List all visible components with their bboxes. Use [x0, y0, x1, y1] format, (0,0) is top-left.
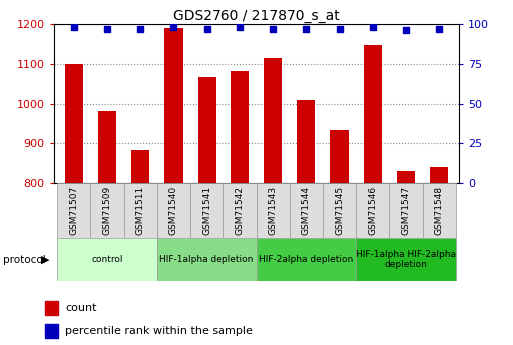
- Bar: [65, 64, 83, 183]
- Bar: [423, 183, 456, 238]
- Text: GSM71546: GSM71546: [368, 186, 377, 235]
- Point: [269, 26, 277, 32]
- Text: GSM71507: GSM71507: [69, 186, 78, 235]
- Text: GSM71543: GSM71543: [269, 186, 278, 235]
- Text: GSM71511: GSM71511: [136, 186, 145, 235]
- Bar: [131, 150, 149, 183]
- Text: GSM71509: GSM71509: [103, 186, 111, 235]
- Bar: [223, 183, 256, 238]
- Bar: [330, 130, 349, 183]
- Point: [169, 24, 177, 30]
- Bar: [157, 238, 256, 281]
- Text: percentile rank within the sample: percentile rank within the sample: [65, 326, 253, 336]
- Text: GSM71548: GSM71548: [435, 186, 444, 235]
- Bar: [397, 171, 415, 183]
- Bar: [45, 324, 57, 338]
- Bar: [297, 100, 315, 183]
- Bar: [157, 183, 190, 238]
- Text: protocol: protocol: [3, 255, 45, 265]
- Bar: [256, 238, 356, 281]
- Text: GSM71545: GSM71545: [335, 186, 344, 235]
- Bar: [356, 183, 389, 238]
- Bar: [57, 238, 157, 281]
- Text: HIF-1alpha HIF-2alpha
depletion: HIF-1alpha HIF-2alpha depletion: [356, 250, 456, 269]
- Text: HIF-2alpha depletion: HIF-2alpha depletion: [259, 255, 353, 264]
- Text: HIF-1alpha depletion: HIF-1alpha depletion: [160, 255, 254, 264]
- Bar: [124, 183, 157, 238]
- Bar: [356, 238, 456, 281]
- Bar: [264, 58, 282, 183]
- Point: [402, 28, 410, 33]
- Point: [70, 24, 78, 30]
- Bar: [256, 183, 290, 238]
- Title: GDS2760 / 217870_s_at: GDS2760 / 217870_s_at: [173, 9, 340, 23]
- Text: GSM71542: GSM71542: [235, 186, 244, 235]
- Text: control: control: [91, 255, 123, 264]
- Text: GSM71541: GSM71541: [202, 186, 211, 235]
- Bar: [98, 111, 116, 183]
- Point: [136, 26, 144, 32]
- Bar: [190, 183, 223, 238]
- Bar: [323, 183, 356, 238]
- Bar: [364, 45, 382, 183]
- Point: [435, 26, 443, 32]
- Bar: [164, 28, 183, 183]
- Bar: [45, 302, 57, 315]
- Bar: [198, 77, 216, 183]
- Point: [236, 24, 244, 30]
- Point: [336, 26, 344, 32]
- Point: [369, 24, 377, 30]
- Text: ▶: ▶: [41, 255, 49, 265]
- Bar: [57, 183, 90, 238]
- Text: GSM71547: GSM71547: [402, 186, 410, 235]
- Bar: [90, 183, 124, 238]
- Bar: [430, 167, 448, 183]
- Bar: [389, 183, 423, 238]
- Text: GSM71544: GSM71544: [302, 186, 311, 235]
- Point: [103, 26, 111, 32]
- Bar: [290, 183, 323, 238]
- Point: [203, 26, 211, 32]
- Bar: [231, 71, 249, 183]
- Text: count: count: [65, 303, 96, 313]
- Point: [302, 26, 310, 32]
- Text: GSM71540: GSM71540: [169, 186, 178, 235]
